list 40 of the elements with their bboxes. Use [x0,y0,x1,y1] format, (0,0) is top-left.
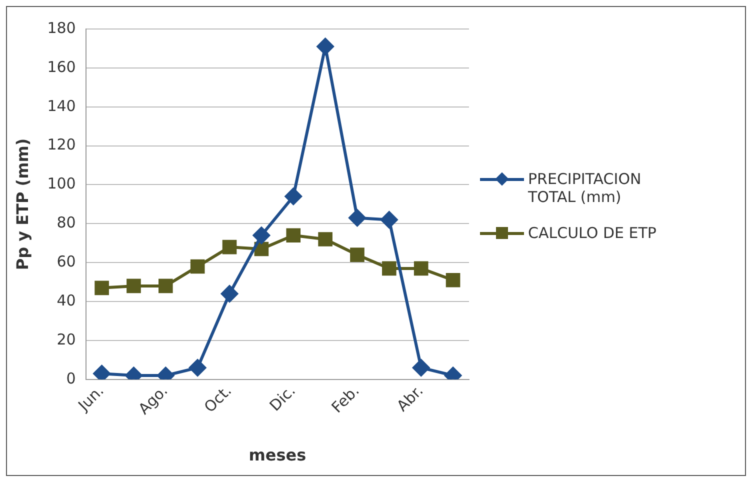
point [190,259,205,274]
legend-label: CALCULO DE ETP [528,224,656,242]
x-tick-label: Feb. [328,382,363,417]
y-tick-label: 60 [56,252,76,270]
x-axis-title: meses [248,446,306,465]
point [380,211,398,228]
point [446,272,460,288]
point [94,280,109,296]
point [252,226,270,244]
y-tick-label: 20 [56,330,76,348]
point [316,38,334,56]
y-tick-label: 140 [47,96,76,115]
point [93,365,110,380]
point [158,278,173,294]
x-tick-label: Jun. [74,382,108,416]
point [222,240,237,254]
y-tick-label: 0 [66,369,76,388]
legend-label: PRECIPITACION TOTAL (mm) [528,170,642,206]
point [414,261,428,276]
x-tick-label: Dic. [266,382,299,415]
point [412,359,430,376]
x-tick-label: Ago. [134,382,172,418]
y-tick-label: 180 [47,18,76,37]
point [286,228,301,243]
y-tick-label: 100 [47,174,76,193]
point [284,188,302,205]
x-tick-label: Oct. [200,382,236,416]
y-axis-title: Pp y ETP (mm) [12,138,32,270]
x-tick-label: Abr. [393,382,427,416]
point [348,209,366,226]
y-tick-label: 160 [47,58,76,76]
point [189,359,206,376]
point [221,285,238,302]
y-tick-label: 80 [56,214,76,232]
point [350,248,364,262]
point [382,261,396,276]
y-tick-label: 40 [56,291,76,310]
point [126,278,141,294]
point [318,232,332,246]
y-tick-label: 120 [47,136,76,154]
